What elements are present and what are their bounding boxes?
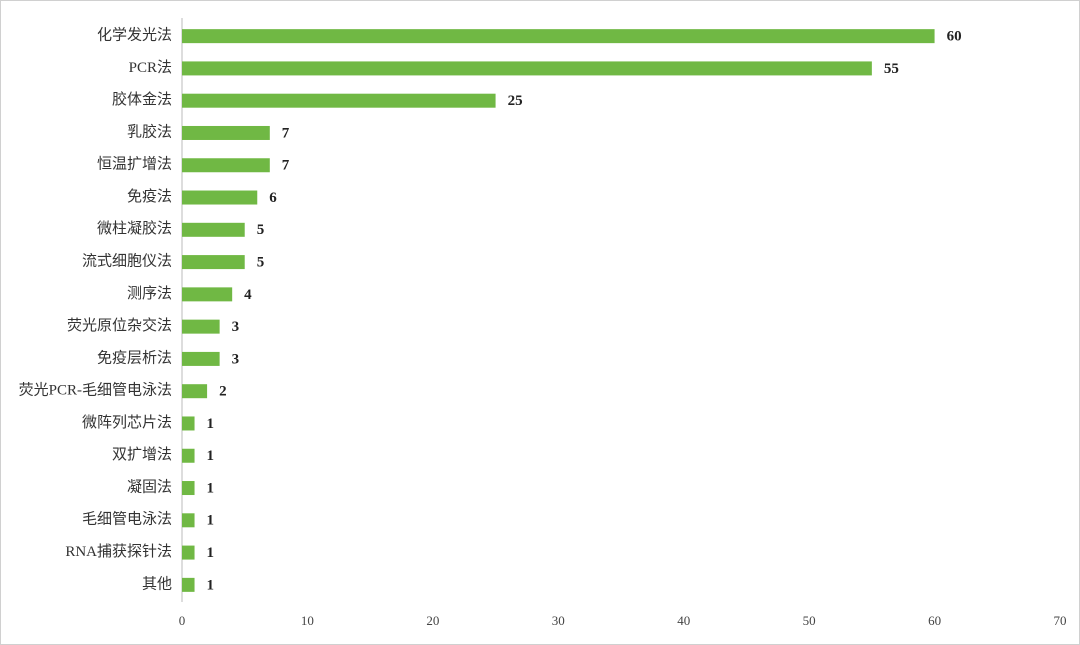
x-tick-label: 40 (677, 613, 690, 628)
bar (182, 577, 195, 592)
y-tick-label: PCR法 (129, 59, 172, 76)
value-label: 1 (207, 448, 215, 464)
y-tick-label: 乳胶法 (127, 123, 172, 140)
bar (182, 319, 220, 334)
y-tick-label: 毛细管电泳法 (82, 511, 172, 528)
bar (182, 416, 195, 431)
value-label: 3 (232, 351, 240, 367)
y-tick-label: 凝固法 (127, 478, 172, 495)
bar (182, 93, 496, 108)
y-tick-label: 测序法 (127, 285, 172, 302)
y-tick-label: 荧光PCR-毛细管电泳法 (19, 382, 172, 399)
bar (182, 61, 872, 76)
bar (182, 222, 245, 237)
x-tick-label: 60 (928, 613, 941, 628)
y-tick-label: 免疫层析法 (97, 349, 172, 366)
y-tick-label: 荧光原位杂交法 (67, 316, 172, 334)
bar (182, 158, 270, 173)
y-tick-label: 其他 (142, 575, 172, 592)
x-tick-label: 20 (426, 613, 439, 628)
value-label: 1 (207, 545, 215, 561)
bar (182, 513, 195, 528)
bar (182, 190, 258, 205)
bar (182, 545, 195, 560)
value-label: 4 (244, 287, 252, 303)
y-tick-label: 微柱凝胶法 (97, 220, 172, 237)
bar (182, 351, 220, 366)
x-tick-label: 0 (179, 613, 186, 628)
y-tick-label: 流式细胞仪法 (82, 253, 172, 270)
y-tick-label: 胶体金法 (112, 91, 172, 108)
bar (182, 125, 270, 140)
value-label: 2 (219, 384, 227, 400)
y-tick-label: 免疫法 (127, 188, 172, 205)
y-tick-label: 微阵列芯片法 (82, 414, 172, 431)
bar (182, 29, 935, 44)
value-label: 60 (947, 29, 962, 45)
x-tick-label: 30 (552, 613, 565, 628)
value-label: 55 (884, 61, 899, 77)
x-tick-label: 70 (1054, 613, 1067, 628)
value-label: 25 (508, 93, 523, 109)
bar (182, 255, 245, 270)
value-label: 5 (257, 255, 265, 271)
bar (182, 384, 208, 399)
bar (182, 481, 195, 496)
value-label: 1 (207, 577, 215, 593)
y-tick-label: 恒温扩增法 (97, 156, 172, 173)
y-tick-label: RNA捕获探针法 (65, 543, 172, 560)
x-tick-label: 10 (301, 613, 314, 628)
y-tick-label: 化学发光法 (97, 27, 172, 44)
value-label: 3 (232, 319, 240, 335)
value-label: 6 (269, 190, 277, 206)
value-label: 5 (257, 222, 265, 238)
value-label: 7 (282, 125, 290, 141)
value-label: 1 (207, 480, 215, 496)
value-label: 7 (282, 158, 290, 174)
bar (182, 287, 233, 302)
bar (182, 448, 195, 463)
value-label: 1 (207, 416, 215, 432)
x-tick-label: 50 (803, 613, 816, 628)
y-tick-label: 双扩增法 (112, 446, 172, 463)
value-label: 1 (207, 513, 215, 529)
